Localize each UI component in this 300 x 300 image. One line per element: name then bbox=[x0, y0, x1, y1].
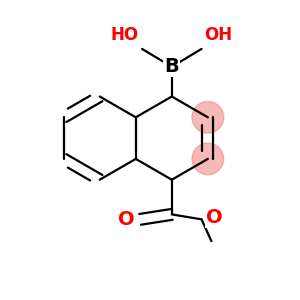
Circle shape bbox=[192, 143, 224, 175]
Text: O: O bbox=[206, 208, 223, 227]
Text: HO: HO bbox=[111, 26, 139, 44]
Circle shape bbox=[192, 101, 224, 133]
Text: O: O bbox=[118, 210, 134, 229]
Text: OH: OH bbox=[205, 26, 232, 44]
Text: B: B bbox=[164, 57, 179, 76]
